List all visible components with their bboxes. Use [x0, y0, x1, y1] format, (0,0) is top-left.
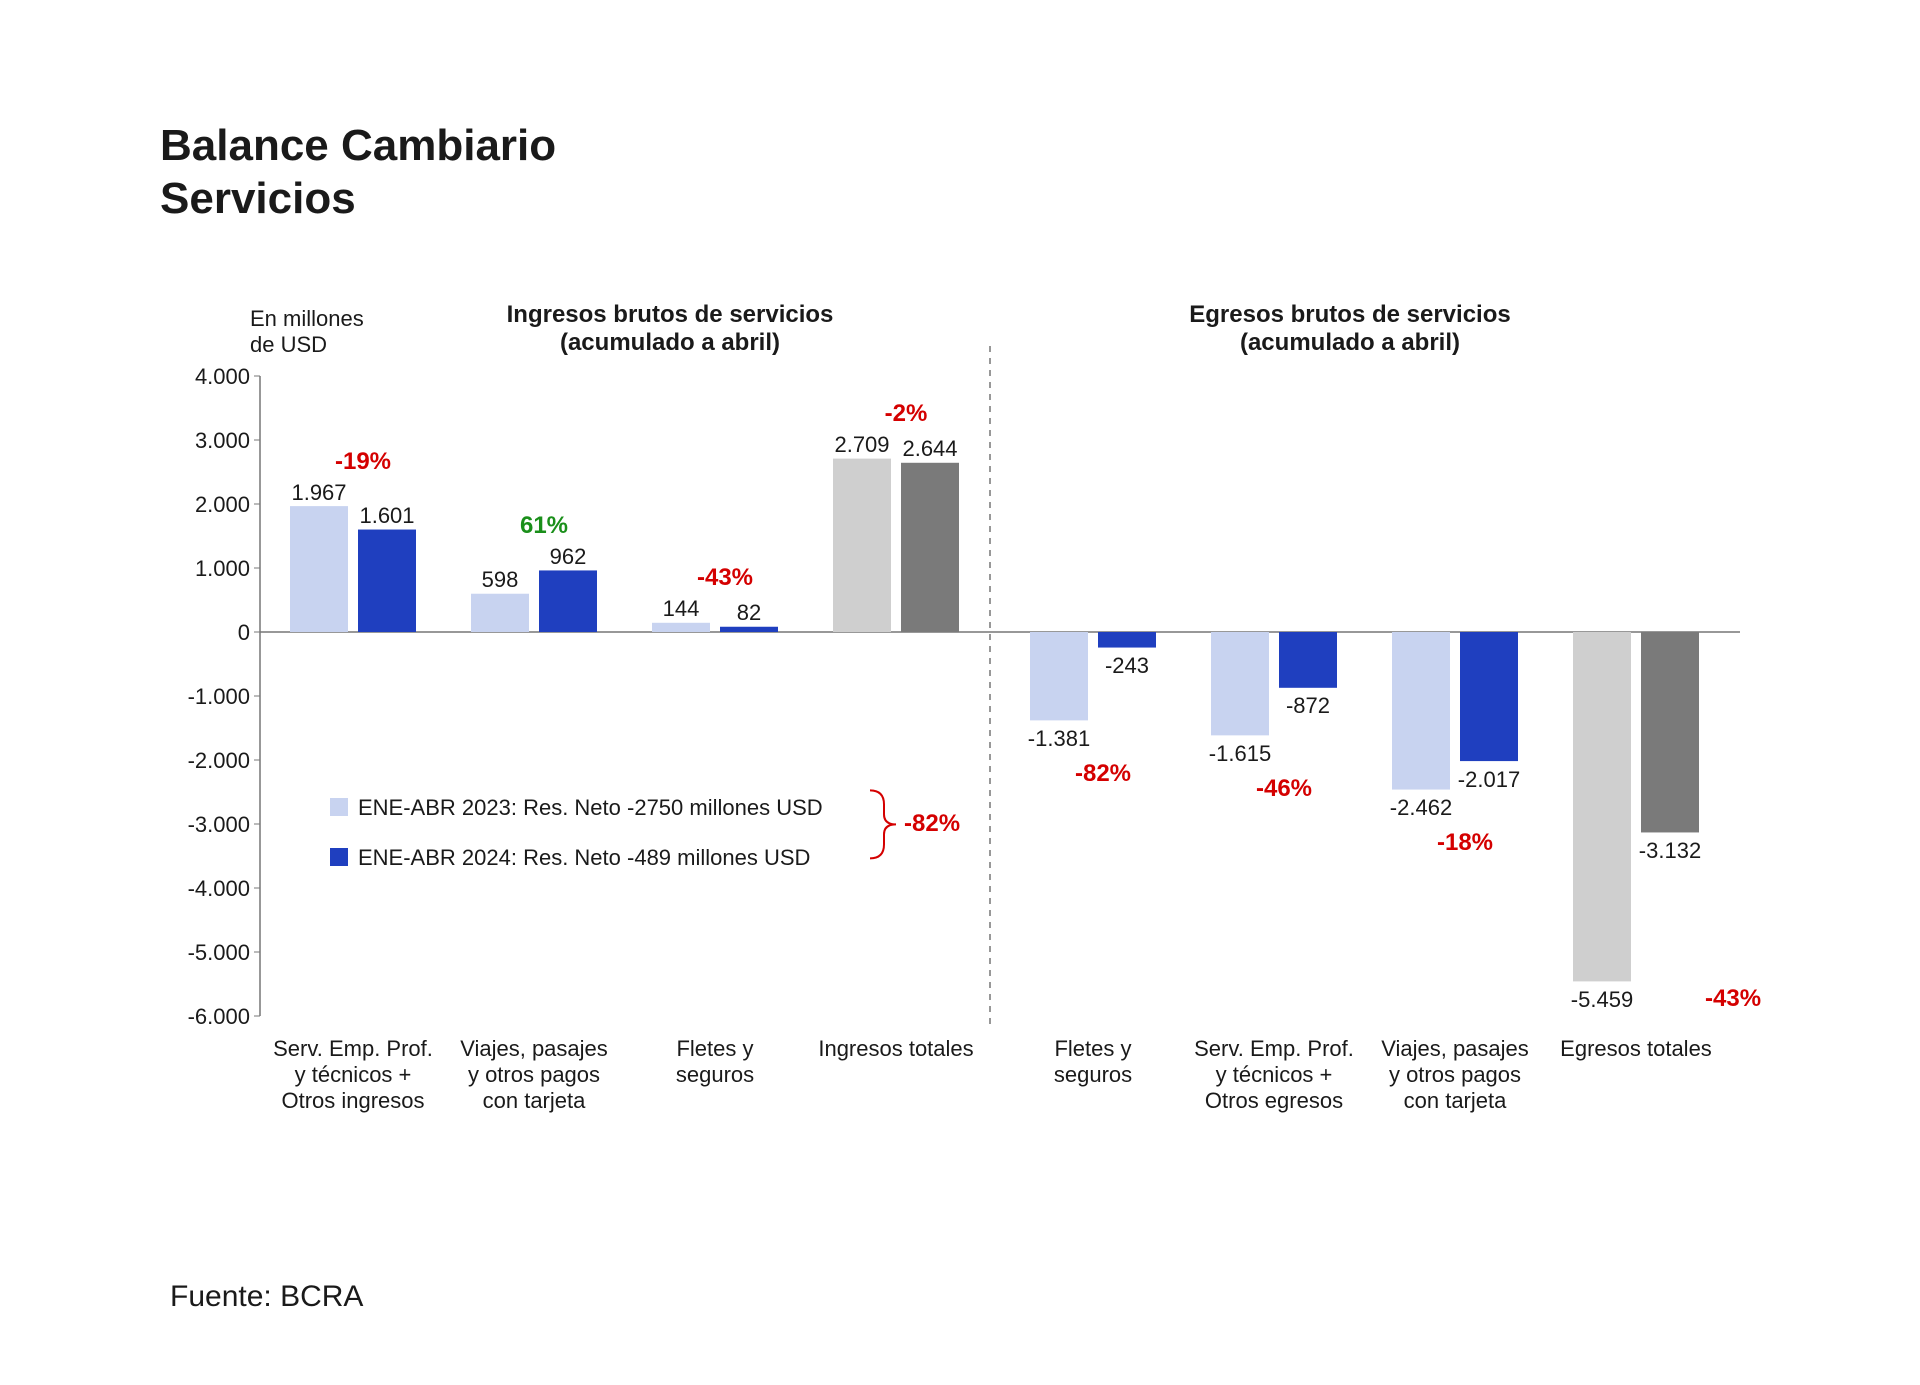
bar [1392, 632, 1450, 790]
page-title: Balance Cambiario Servicios [160, 120, 1780, 226]
bar [1460, 632, 1518, 761]
legend-label: ENE-ABR 2023: Res. Neto -2750 millones U… [358, 795, 823, 821]
bar-value-label: -2.017 [1454, 767, 1524, 793]
bar [1641, 632, 1699, 832]
bar [901, 462, 959, 631]
bar-value-label: 962 [538, 544, 598, 570]
pct-change-label: 61% [504, 512, 584, 541]
category-label: Fletes yseguros [998, 1036, 1188, 1089]
category-label: Serv. Emp. Prof.y técnicos +Otros egreso… [1179, 1036, 1369, 1115]
bar-value-label: 1.967 [289, 480, 349, 506]
y-tick-label: 1.000 [170, 556, 250, 582]
y-tick-label: -4.000 [170, 876, 250, 902]
bar [833, 458, 891, 631]
panel-header-egresos: Egresos brutos de servicios(acumulado a … [1170, 301, 1530, 359]
bar-value-label: -872 [1273, 693, 1343, 719]
y-tick-label: 0 [170, 620, 250, 646]
bar-value-label: 144 [651, 596, 711, 622]
pct-change-label: -19% [323, 448, 403, 477]
bar-value-label: 1.601 [357, 503, 417, 529]
bar-value-label: -243 [1092, 653, 1162, 679]
bar [290, 506, 348, 632]
bar [1030, 632, 1088, 720]
category-label: Serv. Emp. Prof.y técnicos +Otros ingres… [258, 1036, 448, 1115]
bar-value-label: 82 [719, 600, 779, 626]
y-tick-label: -3.000 [170, 812, 250, 838]
y-tick-label: 2.000 [170, 492, 250, 518]
bar-value-label: -5.459 [1567, 987, 1637, 1013]
bar [539, 570, 597, 632]
pct-change-label: -46% [1244, 775, 1324, 804]
bar-value-label: -2.462 [1386, 795, 1456, 821]
legend-swatch [330, 848, 348, 866]
title-line-1: Balance Cambiario [160, 121, 556, 170]
y-tick-label: -5.000 [170, 940, 250, 966]
balance-cambiario-chart: En millonesde USD Ingresos brutos de serv… [160, 286, 1760, 1186]
y-tick-label: -2.000 [170, 748, 250, 774]
bar [1279, 632, 1337, 688]
bar-value-label: 598 [470, 567, 530, 593]
bar-value-label: -1.381 [1024, 726, 1094, 752]
bar-value-label: -3.132 [1635, 838, 1705, 864]
title-line-2: Servicios [160, 174, 356, 223]
y-tick-label: 4.000 [170, 364, 250, 390]
category-label: Fletes yseguros [620, 1036, 810, 1089]
category-label: Viajes, pasajesy otros pagoscon tarjeta [439, 1036, 629, 1115]
pct-change-label: -18% [1425, 829, 1505, 858]
bar [358, 529, 416, 631]
pct-change-label: -2% [866, 400, 946, 429]
category-label: Ingresos totales [801, 1036, 991, 1062]
bar-value-label: 2.709 [832, 432, 892, 458]
legend-swatch [330, 798, 348, 816]
bar [1573, 632, 1631, 981]
y-tick-label: 3.000 [170, 428, 250, 454]
category-label: Viajes, pasajesy otros pagoscon tarjeta [1360, 1036, 1550, 1115]
bar-value-label: 2.644 [900, 436, 960, 462]
pct-change-label: -43% [685, 564, 765, 593]
legend-label: ENE-ABR 2024: Res. Neto -489 millones US… [358, 845, 810, 871]
bar-value-label: -1.615 [1205, 741, 1275, 767]
y-axis-label: En millonesde USD [250, 306, 364, 359]
bar [720, 626, 778, 631]
panel-header-ingresos: Ingresos brutos de servicios(acumulado a… [490, 301, 850, 359]
pct-change-label: -43% [1705, 985, 1761, 1014]
source-label: Fuente: BCRA [170, 1279, 363, 1315]
bar [471, 593, 529, 631]
bar [652, 622, 710, 631]
bar [1211, 632, 1269, 735]
legend-bracket [870, 790, 896, 858]
bar [1098, 632, 1156, 648]
y-tick-label: -6.000 [170, 1004, 250, 1030]
category-label: Egresos totales [1541, 1036, 1731, 1062]
y-tick-label: -1.000 [170, 684, 250, 710]
pct-change-label: -82% [1063, 760, 1143, 789]
legend-bracket-label: -82% [904, 810, 960, 839]
